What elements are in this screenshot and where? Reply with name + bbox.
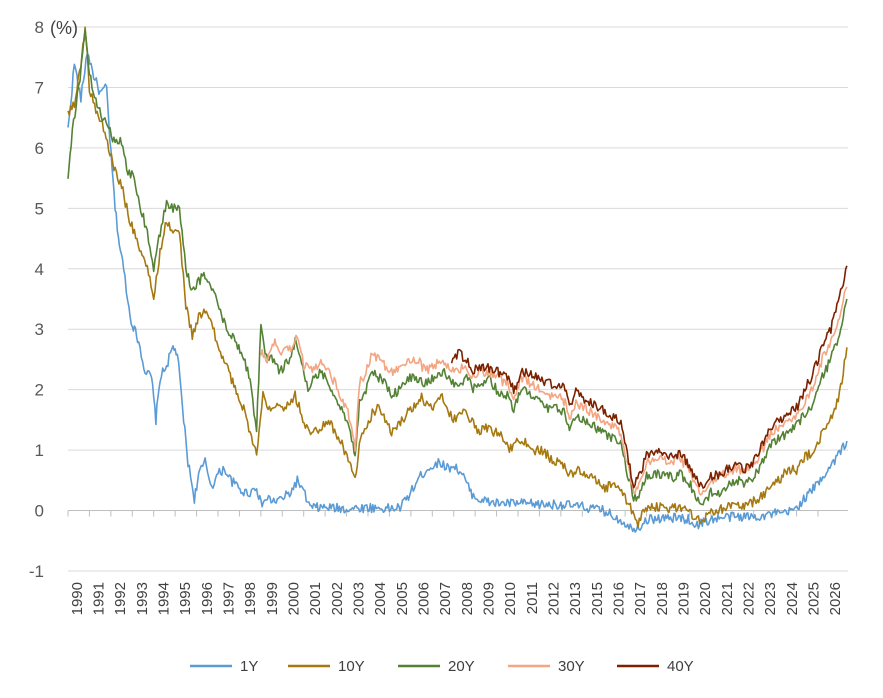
x-tick-label: 2011 bbox=[524, 582, 541, 614]
y-tick-label: 1 bbox=[35, 441, 44, 460]
x-tick-label: 2005 bbox=[394, 582, 411, 615]
x-tick-label: 2016 bbox=[611, 582, 628, 615]
x-tick-label: 2012 bbox=[546, 582, 563, 615]
y-tick-label: 5 bbox=[35, 199, 44, 218]
x-tick-label: 2000 bbox=[286, 582, 303, 615]
series-line-10y bbox=[67, 26, 848, 529]
x-tick-label: 1995 bbox=[177, 582, 194, 615]
legend-label: 1Y bbox=[240, 658, 258, 675]
y-tick-label: 8 bbox=[35, 18, 44, 37]
y-tick-label: 6 bbox=[35, 139, 44, 158]
x-tick-label: 2020 bbox=[697, 582, 714, 615]
y-tick-label: 0 bbox=[35, 502, 44, 521]
y-axis: -1 0 1 2 3 4 5 6 7 8 bbox=[29, 18, 44, 581]
x-tick-label: 2002 bbox=[329, 582, 346, 615]
x-tick-label: 2013 bbox=[567, 582, 584, 615]
x-tick-label: 2003 bbox=[351, 582, 368, 615]
y-tick-label: 3 bbox=[35, 320, 44, 339]
x-axis: 1990 1991 1992 1993 1994 1995 1996 1997 1998 1999… bbox=[67, 510, 848, 615]
legend: 1Y 10Y 20Y 30Y 40Y bbox=[190, 658, 694, 675]
x-tick-label: 2010 bbox=[502, 582, 519, 615]
y-tick-label: 2 bbox=[35, 381, 44, 400]
x-tick-label: 1996 bbox=[199, 582, 216, 615]
x-tick-label: 2018 bbox=[654, 582, 671, 615]
y-tick-label: 4 bbox=[35, 260, 44, 279]
x-tick-label: 1997 bbox=[221, 582, 238, 615]
x-tick-label: 1999 bbox=[264, 582, 281, 615]
x-tick-label: 2001 bbox=[307, 582, 324, 615]
legend-label: 40Y bbox=[667, 658, 694, 675]
x-tick-label: 2024 bbox=[784, 582, 801, 615]
series-line-20y bbox=[67, 29, 848, 506]
x-tick-label: 2022 bbox=[741, 582, 758, 615]
x-tick-label: 1991 bbox=[91, 582, 108, 615]
x-tick-label: 2007 bbox=[437, 582, 454, 615]
x-tick-label: 2006 bbox=[416, 582, 433, 615]
x-tick-label: 2023 bbox=[762, 582, 779, 615]
x-tick-label: 2025 bbox=[806, 582, 823, 615]
legend-label: 30Y bbox=[558, 658, 585, 675]
series-line-1y bbox=[67, 53, 848, 533]
x-tick-label: 2026 bbox=[827, 582, 844, 615]
x-tick-label: 1994 bbox=[156, 582, 173, 615]
x-tick-label: 2008 bbox=[459, 582, 476, 615]
y-unit-label: (%) bbox=[50, 18, 78, 38]
y-tick-label: 7 bbox=[35, 78, 44, 97]
legend-label: 20Y bbox=[448, 658, 475, 675]
x-tick-label: 1990 bbox=[69, 582, 86, 615]
x-tick-label: 2015 bbox=[589, 582, 606, 615]
x-tick-label: 1998 bbox=[242, 582, 259, 615]
y-tick-label: -1 bbox=[29, 562, 44, 581]
x-tick-label: 2009 bbox=[481, 582, 498, 615]
x-tick-label: 2019 bbox=[676, 582, 693, 615]
x-tick-label: 2021 bbox=[719, 582, 736, 615]
series-lines bbox=[67, 26, 848, 533]
series-line-40y bbox=[450, 265, 848, 489]
x-tick-label: 1993 bbox=[134, 582, 151, 615]
x-tick-label: 1992 bbox=[112, 582, 129, 615]
x-tick-label: 2004 bbox=[372, 582, 389, 615]
x-tick-label: 2017 bbox=[632, 582, 649, 615]
legend-label: 10Y bbox=[338, 658, 365, 675]
